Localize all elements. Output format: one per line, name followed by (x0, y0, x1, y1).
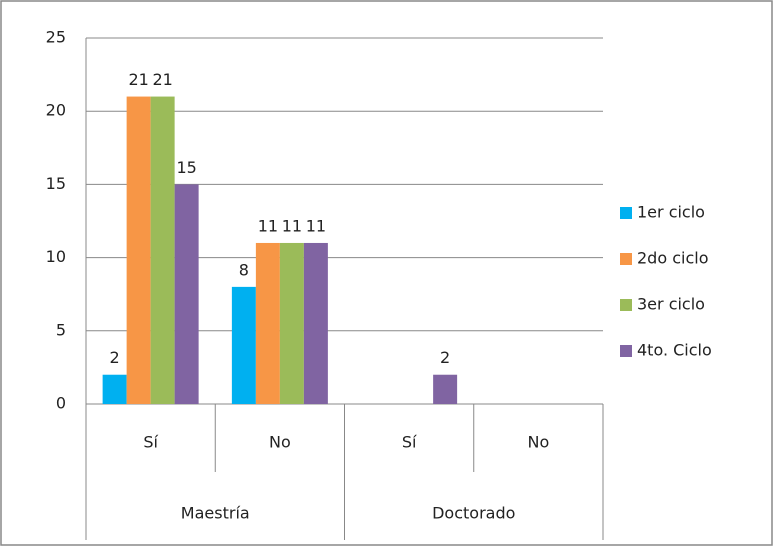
data-label: 11 (306, 216, 326, 235)
bar (102, 374, 127, 404)
data-label: 21 (152, 70, 172, 89)
x-tick-label: No (527, 433, 549, 452)
x-tick-label: Sí (402, 433, 417, 452)
bar (126, 96, 151, 404)
y-tick-label: 5 (56, 320, 66, 339)
legend-swatch (620, 207, 632, 219)
data-label: 15 (176, 158, 196, 177)
y-tick-label: 20 (46, 101, 66, 120)
data-label: 2 (440, 348, 450, 367)
legend-swatch (620, 345, 632, 357)
y-tick-label: 0 (56, 394, 66, 413)
data-label: 11 (282, 216, 302, 235)
legend-swatch (620, 299, 632, 311)
data-label: 8 (239, 260, 249, 279)
bar (231, 286, 256, 404)
legend-label: 3er ciclo (637, 295, 705, 314)
data-label: 21 (128, 70, 148, 89)
legend-swatch (620, 253, 632, 265)
legend-label: 2do ciclo (637, 249, 708, 268)
bar (174, 184, 199, 404)
bar (433, 374, 458, 404)
x-tick-label: No (269, 433, 291, 452)
y-tick-label: 10 (46, 247, 66, 266)
data-label: 11 (258, 216, 278, 235)
bar (303, 242, 328, 404)
legend-label: 4to. Ciclo (637, 341, 712, 360)
group-label: Maestría (181, 504, 250, 523)
bar (150, 96, 175, 404)
group-label: Doctorado (432, 504, 515, 523)
bar (255, 242, 280, 404)
y-tick-label: 25 (46, 28, 66, 47)
data-label: 2 (110, 348, 120, 367)
legend-label: 1er ciclo (637, 203, 705, 222)
x-tick-label: Sí (143, 433, 158, 452)
bar (279, 242, 304, 404)
y-tick-label: 15 (46, 174, 66, 193)
